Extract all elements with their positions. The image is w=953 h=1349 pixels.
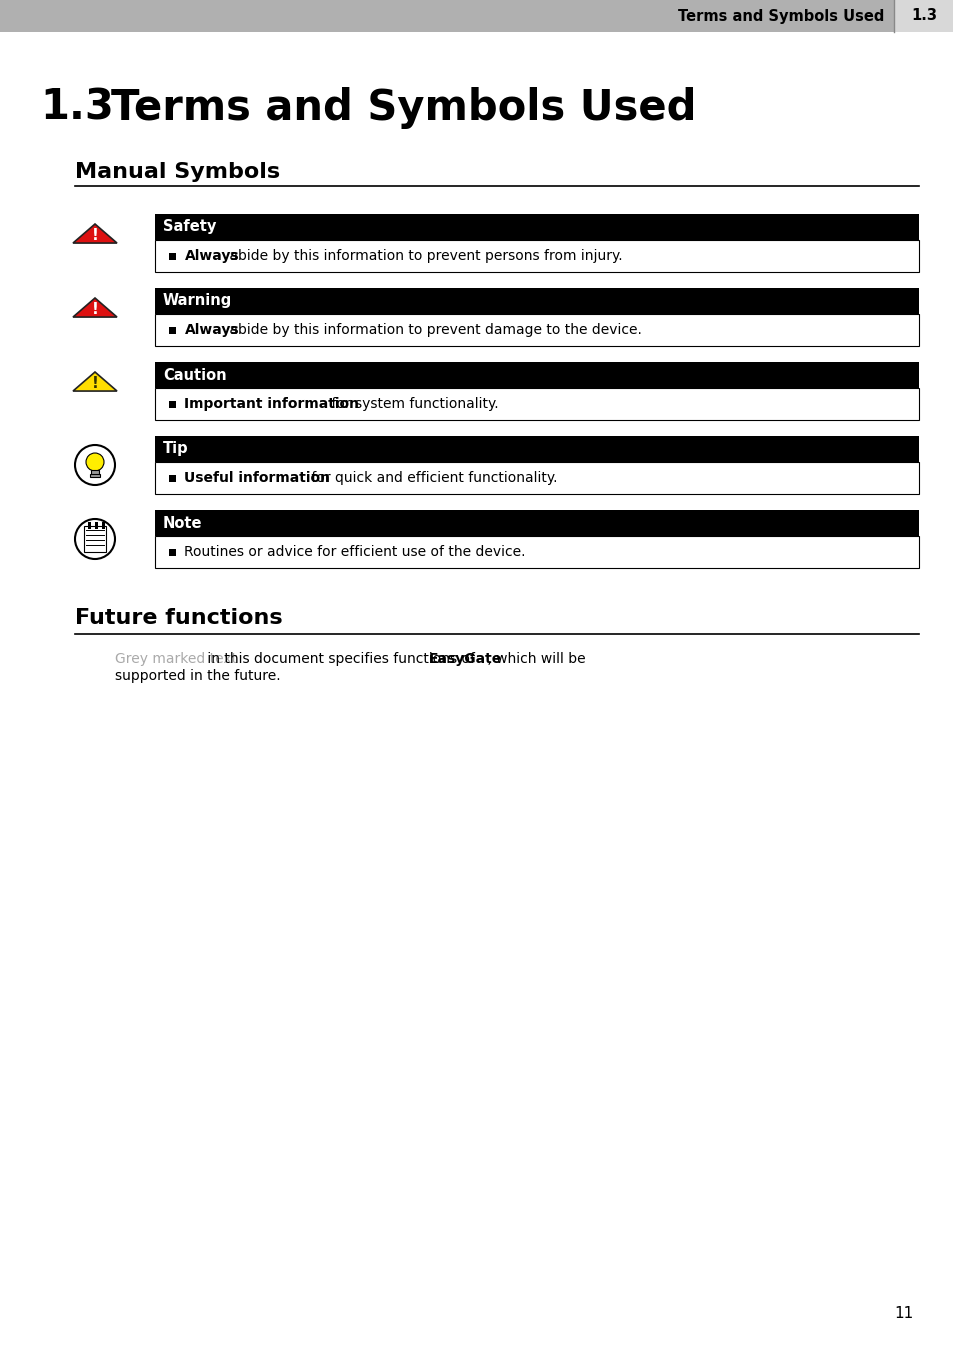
Text: for quick and efficient functionality.: for quick and efficient functionality.: [307, 471, 557, 486]
Polygon shape: [73, 224, 117, 243]
Text: Future functions: Future functions: [75, 608, 282, 629]
Polygon shape: [73, 298, 117, 317]
Text: Useful information: Useful information: [184, 471, 330, 486]
Bar: [154, 240, 918, 272]
Bar: [88, 522, 91, 529]
Bar: [170, 549, 176, 556]
Bar: [154, 536, 918, 568]
Text: EasyGate: EasyGate: [428, 652, 501, 666]
Circle shape: [75, 519, 115, 558]
Text: !: !: [91, 228, 98, 243]
Bar: [154, 287, 918, 314]
Polygon shape: [73, 372, 117, 391]
Text: !: !: [91, 376, 98, 391]
Text: Always abide by this information to prevent damage to the device.: Always abide by this information to prev…: [184, 322, 649, 337]
Text: , which will be: , which will be: [482, 652, 585, 666]
Text: Always: Always: [184, 250, 239, 263]
Text: Routines or advice for efficient use of the device.: Routines or advice for efficient use of …: [184, 545, 525, 558]
Bar: [154, 389, 918, 420]
Text: 1.3: 1.3: [910, 8, 936, 23]
Bar: [0, 0, 953, 32]
Text: abide by this information to prevent damage to the device.: abide by this information to prevent dam…: [225, 322, 641, 337]
Text: in this document specifies functions of: in this document specifies functions of: [203, 652, 478, 666]
Bar: [91, 469, 99, 475]
Bar: [154, 214, 918, 240]
Text: supported in the future.: supported in the future.: [115, 669, 280, 683]
Bar: [154, 510, 918, 536]
Text: Safety: Safety: [163, 220, 216, 235]
Text: 1.3: 1.3: [40, 86, 113, 130]
Bar: [154, 362, 918, 389]
Text: Grey marked text: Grey marked text: [115, 652, 237, 666]
Circle shape: [75, 445, 115, 486]
Text: Warning: Warning: [163, 294, 232, 309]
Text: Always abide by this information to prevent persons from injury.: Always abide by this information to prev…: [184, 250, 630, 263]
Bar: [90, 473, 100, 478]
Text: Caution: Caution: [163, 367, 227, 383]
Text: !: !: [91, 302, 98, 317]
Bar: [84, 526, 106, 552]
Bar: [154, 461, 918, 494]
Text: abide by this information to prevent persons from injury.: abide by this information to prevent per…: [225, 250, 622, 263]
Text: 11: 11: [894, 1306, 913, 1322]
Text: Terms and Symbols Used: Terms and Symbols Used: [82, 86, 696, 130]
Bar: [102, 522, 105, 529]
Bar: [170, 401, 176, 407]
Text: for system functionality.: for system functionality.: [327, 397, 498, 411]
Text: Manual Symbols: Manual Symbols: [75, 162, 280, 182]
Bar: [170, 475, 176, 482]
Bar: [154, 314, 918, 345]
Bar: [154, 436, 918, 461]
Text: Tip: Tip: [163, 441, 189, 456]
Bar: [893, 0, 953, 32]
Text: Useful information for quick and efficient functionality.: Useful information for quick and efficie…: [184, 471, 562, 486]
Text: Important information: Important information: [184, 397, 359, 411]
Text: Note: Note: [163, 515, 202, 530]
Bar: [170, 326, 176, 333]
Bar: [95, 522, 98, 529]
Bar: [170, 252, 176, 259]
Text: Always: Always: [184, 322, 239, 337]
Text: Important information for system functionality.: Important information for system functio…: [184, 397, 509, 411]
Circle shape: [86, 453, 104, 471]
Text: Terms and Symbols Used: Terms and Symbols Used: [677, 8, 883, 23]
